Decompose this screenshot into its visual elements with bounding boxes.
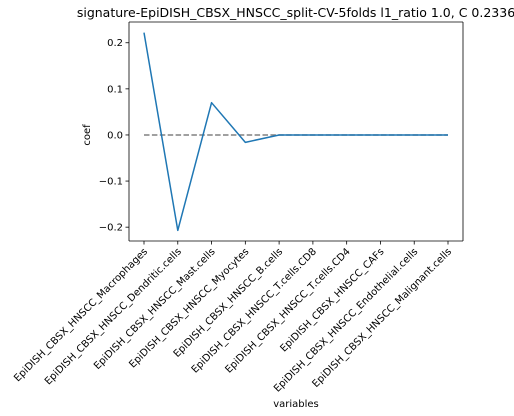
y-tick-label: −0.2 <box>99 223 123 234</box>
x-tick-label: EpiDISH_CBSX_HNSCC_Mast.cells <box>92 246 218 372</box>
y-tick-label: 0.2 <box>107 38 123 49</box>
x-axis-label: variables <box>273 399 319 410</box>
series-line-0 <box>143 32 448 232</box>
x-tick-label: EpiDISH_CBSX_HNSCC_T.cells.CD4 <box>223 246 352 375</box>
x-tick-label: EpiDISH_CBSX_HNSCC_Dendritic.cells <box>43 246 184 387</box>
x-tick-label: EpiDISH_CBSX_HNSCC_T.cells.CD8 <box>190 246 319 375</box>
plot-area: −0.2−0.10.00.10.2EpiDISH_CBSX_HNSCC_Macr… <box>12 21 464 395</box>
y-tick-label: 0.0 <box>107 130 123 141</box>
chart-title: signature-EpiDISH_CBSX_HNSCC_split-CV-5f… <box>77 5 514 20</box>
y-axis-label: coef <box>82 124 93 146</box>
y-tick-label: 0.1 <box>107 84 123 95</box>
y-tick-label: −0.1 <box>99 177 123 188</box>
x-tick-label: EpiDISH_CBSX_HNSCC_Myocytes <box>127 246 251 370</box>
